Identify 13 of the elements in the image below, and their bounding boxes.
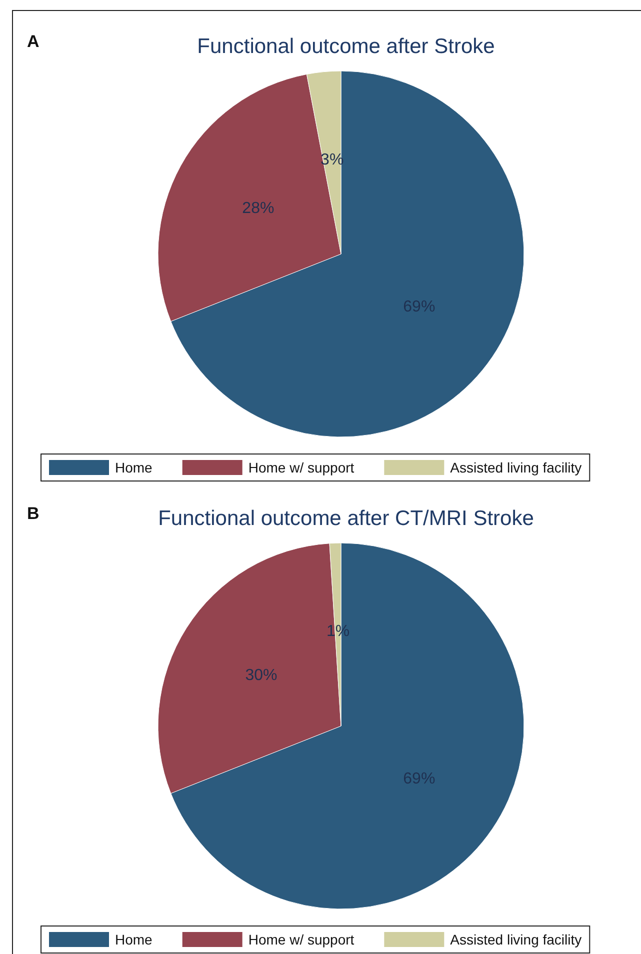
data-label: 30% [245,666,278,684]
legend-label: Home w/ support [248,932,354,948]
data-label: 28% [242,200,274,217]
chart-title: Functional outcome after CT/MRI Stroke [158,507,534,530]
chart-title: Functional outcome after Stroke [197,35,495,58]
legend-label: Home [115,460,153,476]
text: B [27,504,40,523]
legend-label: Home [115,932,153,948]
text: A [27,32,40,51]
legend-label: Assisted living facility [450,932,582,948]
legend-label: Assisted living facility [450,460,582,476]
legend-label: Home w/ support [248,460,354,476]
data-label: 1% [326,623,350,640]
